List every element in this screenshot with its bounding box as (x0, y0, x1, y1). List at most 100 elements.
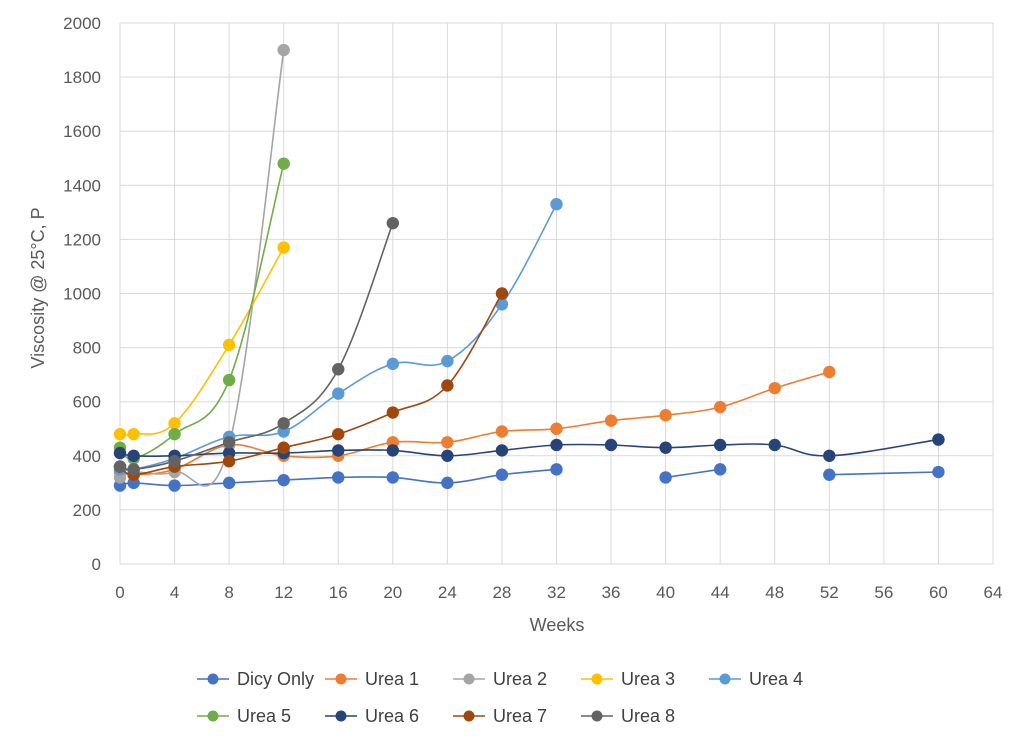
legend-item: Urea 4 (709, 669, 803, 689)
data-point (932, 433, 945, 446)
data-point (222, 338, 236, 352)
data-point (386, 357, 400, 371)
series-urea-5 (113, 157, 290, 465)
series-line (665, 468, 721, 479)
legend-item: Urea 2 (453, 669, 547, 689)
legend-label: Urea 5 (237, 706, 291, 726)
data-point (659, 409, 672, 422)
data-point (495, 425, 509, 438)
data-point (168, 417, 181, 430)
data-point (495, 287, 509, 300)
data-point (768, 438, 781, 452)
data-point (823, 449, 836, 462)
legend-item: Urea 1 (325, 669, 419, 689)
data-point (441, 436, 454, 449)
y-tick-label: 600 (73, 393, 101, 412)
legend-marker (207, 673, 219, 685)
data-point (713, 438, 727, 452)
x-tick-label: 44 (711, 583, 730, 602)
legend-label: Urea 8 (621, 706, 675, 726)
data-point (168, 427, 181, 441)
x-tick-label: 16 (329, 583, 348, 602)
x-axis-title: Weeks (530, 615, 585, 635)
data-point (277, 43, 290, 57)
data-point (713, 463, 727, 476)
data-point (823, 468, 836, 481)
legend: Dicy Only Urea 1 Urea 2 Urea 3 Urea 4 Urea 5 U… (197, 669, 803, 726)
data-point (604, 414, 618, 427)
y-tick-label: 1800 (63, 68, 101, 87)
y-tick-label: 2000 (63, 14, 101, 33)
data-point (713, 400, 727, 414)
data-point (222, 373, 236, 387)
data-point (441, 379, 454, 392)
data-point (168, 455, 181, 468)
legend-marker (719, 673, 731, 685)
series-line (829, 471, 939, 476)
data-point (332, 471, 345, 484)
data-point (386, 471, 400, 484)
y-axis-ticks: 0 200 400 600 800 1000 1200 1400 1600 1800 2000 (63, 14, 101, 574)
x-tick-label: 0 (115, 583, 124, 602)
legend-label: Urea 1 (365, 669, 419, 689)
x-tick-label: 4 (170, 583, 179, 602)
data-point (550, 422, 563, 435)
legend-item: Urea 6 (325, 706, 419, 726)
legend-label: Dicy Only (237, 669, 314, 689)
y-tick-label: 200 (73, 501, 101, 520)
y-tick-label: 1600 (63, 122, 101, 141)
legend-item: Urea 3 (581, 669, 675, 689)
series-line (119, 203, 558, 471)
grid-lines (119, 22, 994, 565)
x-tick-label: 24 (438, 583, 457, 602)
legend-item: Urea 8 (581, 706, 675, 726)
legend-label: Urea 3 (621, 669, 675, 689)
data-point (113, 446, 127, 460)
legend-marker (591, 710, 603, 722)
data-point (277, 157, 290, 170)
data-point (441, 449, 454, 462)
x-tick-label: 48 (765, 583, 784, 602)
x-tick-label: 36 (602, 583, 621, 602)
series-urea-1 (113, 365, 836, 481)
series-lines (113, 43, 945, 492)
data-point (168, 479, 181, 492)
data-point (277, 241, 290, 254)
data-point (659, 471, 672, 484)
legend-marker (463, 673, 475, 685)
data-point (441, 476, 454, 490)
legend-marker (591, 673, 603, 685)
series-urea-8 (113, 216, 400, 476)
data-point (495, 468, 509, 481)
data-point (495, 444, 509, 457)
legend-marker (207, 710, 219, 722)
x-tick-label: 64 (984, 583, 1003, 602)
legend-item: Urea 5 (197, 706, 291, 726)
data-point (768, 381, 781, 395)
legend-item: Urea 7 (453, 706, 547, 726)
legend-label: Urea 7 (493, 706, 547, 726)
data-point (550, 463, 563, 476)
x-tick-label: 28 (492, 583, 511, 602)
x-tick-label: 8 (224, 583, 233, 602)
series-dicy-only (113, 463, 945, 492)
legend-marker (463, 710, 475, 722)
legend-label: Urea 6 (365, 706, 419, 726)
series-urea-3 (113, 241, 290, 441)
data-point (127, 463, 140, 476)
y-tick-label: 1400 (63, 176, 101, 195)
data-point (222, 455, 236, 468)
x-tick-label: 56 (874, 583, 893, 602)
data-point (277, 473, 290, 487)
data-point (277, 441, 290, 454)
data-point (113, 460, 127, 473)
data-point (222, 476, 236, 490)
x-axis-ticks: 0 4 8 12 16 20 24 28 32 36 40 44 48 52 56 60 64 (115, 583, 1002, 602)
x-tick-label: 12 (274, 583, 293, 602)
data-point (604, 438, 618, 452)
data-point (550, 438, 563, 452)
data-point (386, 406, 400, 419)
data-point (932, 465, 945, 479)
legend-marker (335, 710, 347, 722)
